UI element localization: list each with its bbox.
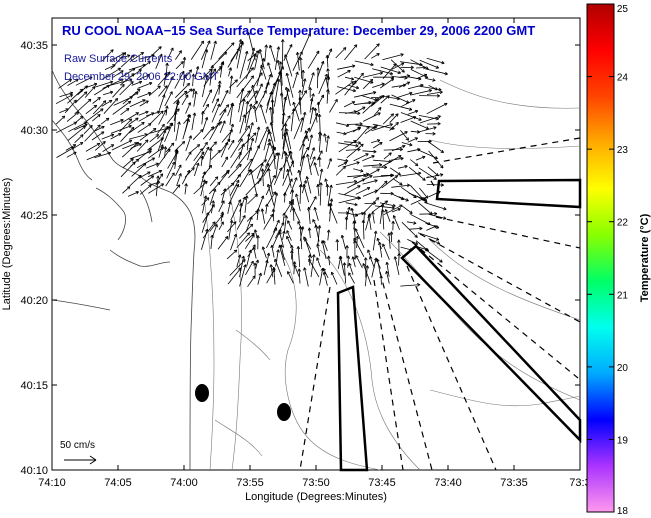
colorbar-tick-label: 21 [617, 290, 629, 301]
x-tick-label: 73:55 [236, 477, 264, 489]
station-marker-east [277, 403, 291, 421]
colorbar [586, 3, 615, 513]
y-tick-label: 40:10 [20, 465, 48, 477]
coastline [51, 69, 196, 471]
y-tick-label: 40:25 [20, 210, 48, 222]
x-axis-ticks: 74:10 74:05 74:00 73:55 73:50 73:45 73:40 73:35… [38, 18, 591, 489]
colorbar-tick-label: 25 [617, 4, 629, 15]
y-tick-label: 40:35 [20, 40, 48, 52]
map-title: RU COOL NOAA−15 Sea Surface Temperature:… [62, 23, 535, 38]
colorbar-tick-label: 18 [617, 506, 629, 517]
y-tick-label: 40:30 [20, 125, 48, 137]
colorbar-tick-label: 23 [617, 145, 629, 156]
legend-line-1: Raw Surface Currents [64, 53, 173, 65]
x-tick-label: 73:3 [569, 477, 590, 489]
station-marker-west [195, 384, 209, 402]
colorbar-label: Temperature (°C) [639, 213, 651, 302]
colorbar-tick-label: 19 [617, 435, 629, 446]
colorbar-tick-label: 24 [617, 73, 629, 84]
scale-arrow [64, 455, 97, 465]
y-axis-ticks: 40:35 40:30 40:25 40:20 40:15 40:10 [20, 40, 580, 477]
x-tick-label: 74:10 [38, 477, 66, 489]
x-tick-label: 73:40 [434, 477, 462, 489]
y-tick-label: 40:20 [20, 295, 48, 307]
scale-label: 50 cm/s [60, 440, 95, 451]
beam-box-south [336, 285, 369, 472]
y-tick-label: 40:15 [20, 380, 48, 392]
colorbar-tick-label: 22 [617, 218, 629, 229]
current-vectors [55, 32, 448, 287]
x-tick-label: 73:45 [368, 477, 396, 489]
colorbar-tick-label: 20 [617, 363, 629, 374]
x-tick-label: 73:50 [302, 477, 330, 489]
colorbar-ticks: 25 24 23 22 21 20 19 18 [587, 3, 629, 517]
x-tick-label: 74:00 [170, 477, 198, 489]
legend-line-2: December 29, 2006 22:00 GMT [64, 71, 219, 83]
x-axis-label: Longitude (Degrees:Minutes) [245, 491, 387, 503]
radial-dashed-lines [299, 137, 581, 471]
x-tick-label: 74:05 [104, 477, 132, 489]
y-axis-label: Latitude (Degrees:Minutes) [1, 178, 13, 311]
x-tick-label: 73:35 [500, 477, 528, 489]
map-frame [51, 17, 581, 471]
